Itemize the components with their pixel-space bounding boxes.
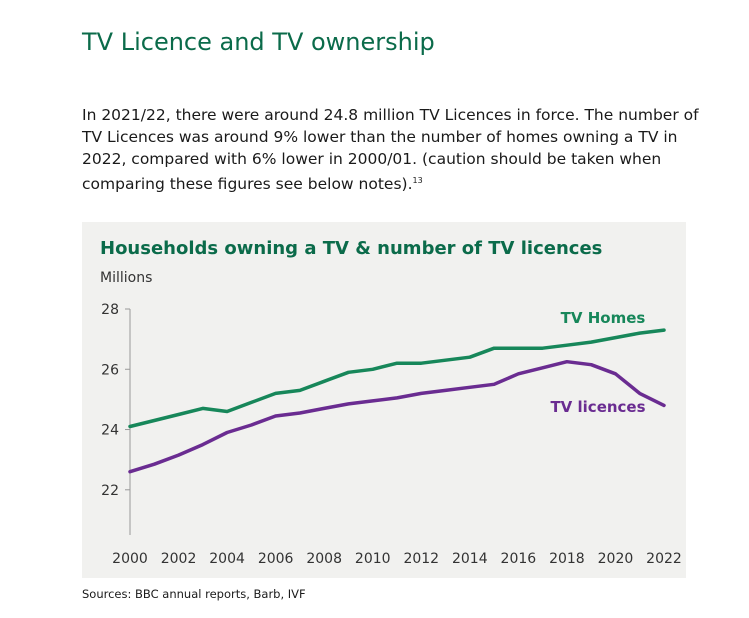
series-label-tv-homes: TV Homes — [561, 309, 646, 327]
x-tick-label: 2000 — [112, 551, 148, 567]
footnote-marker: 13 — [412, 176, 423, 185]
y-tick-label: 24 — [101, 423, 119, 439]
x-tick-label: 2018 — [549, 551, 585, 567]
x-tick-label: 2022 — [646, 551, 682, 567]
intro-text: In 2021/22, there were around 24.8 milli… — [82, 106, 699, 194]
y-tick-label: 28 — [101, 302, 119, 318]
x-tick-label: 2012 — [403, 551, 439, 567]
series-label-tv-licences: TV licences — [550, 398, 645, 416]
chart-series — [128, 328, 666, 474]
y-tick-label: 26 — [101, 362, 119, 378]
chart-series-labels: TV Homes TV licences — [550, 309, 645, 416]
x-tick-label: 2010 — [355, 551, 391, 567]
x-tick-label: 2014 — [452, 551, 488, 567]
chart-title: Households owning a TV & number of TV li… — [100, 238, 603, 259]
y-tick-label: 22 — [101, 483, 119, 499]
intro-paragraph: In 2021/22, there were around 24.8 milli… — [82, 104, 722, 195]
chart-axes — [125, 308, 131, 535]
x-tick-label: 2020 — [598, 551, 634, 567]
x-tick-label: 2002 — [161, 551, 197, 567]
page-title: TV Licence and TV ownership — [82, 28, 435, 56]
x-tick-label: 2008 — [306, 551, 342, 567]
x-tick-label: 2016 — [501, 551, 537, 567]
series-line-tv-licences — [128, 359, 666, 474]
y-axis-units-label: Millions — [100, 270, 153, 286]
chart-tick-labels: 22 24 26 28 2000 2002 2004 2006 2008 2010 2012 2014… — [101, 302, 682, 567]
sources-note: Sources: BBC annual reports, Barb, IVF — [82, 587, 306, 601]
x-tick-label: 2006 — [258, 551, 294, 567]
x-tick-label: 2004 — [209, 551, 245, 567]
series-line-tv-homes — [128, 328, 666, 429]
